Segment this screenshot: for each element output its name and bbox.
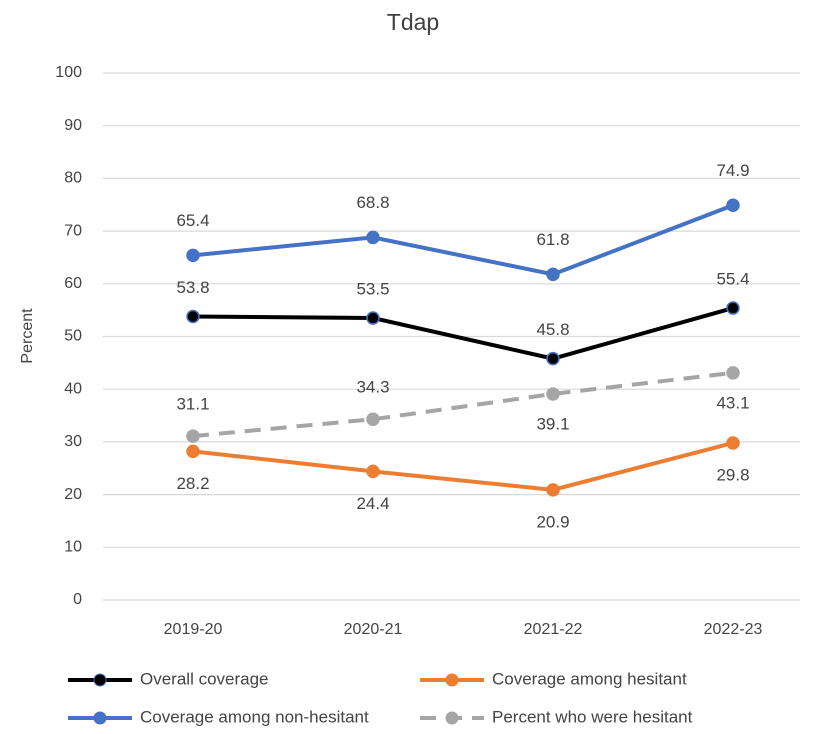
legend-marker (445, 711, 459, 725)
legend-marker (445, 673, 459, 687)
point (366, 230, 380, 245)
data-label: 39.1 (536, 414, 569, 433)
series-line (192, 203, 734, 277)
series-line (192, 370, 734, 439)
point (186, 429, 200, 443)
point (546, 267, 560, 282)
data-label: 34.3 (356, 378, 389, 397)
legend-marker (93, 673, 107, 687)
legend-label: Coverage among non-hesitant (140, 707, 369, 726)
y-tick-label: 10 (64, 539, 82, 556)
x-tick-label: 2022-23 (704, 621, 763, 638)
data-label: 31.1 (176, 395, 209, 414)
legend-label: Percent who were hesitant (492, 707, 693, 726)
point (186, 444, 200, 459)
data-label: 74.9 (716, 161, 749, 180)
y-tick-label: 0 (73, 591, 82, 608)
data-label: 20.9 (536, 512, 569, 531)
point (726, 198, 740, 213)
y-tick-label: 20 (64, 486, 82, 503)
data-label: 28.2 (176, 474, 209, 493)
series-line (192, 441, 734, 492)
y-tick-label: 70 (64, 222, 82, 239)
point (366, 464, 380, 479)
data-label: 68.8 (356, 193, 389, 212)
data-label: 29.8 (716, 465, 749, 484)
point (726, 301, 740, 315)
y-tick-label: 100 (55, 64, 82, 81)
data-label: 24.4 (356, 494, 389, 513)
series-line (192, 306, 734, 361)
y-tick-label: 40 (64, 380, 82, 397)
point (546, 351, 560, 366)
y-tick-label: 30 (64, 433, 82, 450)
data-label: 55.4 (716, 270, 749, 289)
data-label: 53.5 (356, 280, 389, 299)
y-axis-title: Percent (19, 308, 36, 364)
point (546, 387, 560, 401)
point (546, 483, 560, 497)
point (366, 311, 380, 325)
data-label: 61.8 (536, 230, 569, 249)
point (726, 436, 740, 450)
legend-label: Overall coverage (140, 669, 269, 688)
point (366, 412, 380, 426)
data-label: 43.1 (716, 393, 749, 412)
point (186, 248, 200, 263)
y-tick-label: 80 (64, 170, 82, 187)
y-tick-label: 90 (64, 117, 82, 134)
point (186, 309, 200, 324)
x-tick-label: 2020-21 (344, 621, 403, 638)
legend-label: Coverage among hesitant (492, 669, 687, 688)
x-tick-label: 2019-20 (164, 621, 223, 638)
x-tick-label: 2021-22 (524, 621, 583, 638)
data-label: 65.4 (176, 211, 209, 230)
y-tick-label: 50 (64, 328, 82, 345)
y-tick-label: 60 (64, 275, 82, 292)
point (726, 366, 740, 380)
data-label: 53.8 (176, 278, 209, 297)
legend-marker (93, 711, 107, 725)
data-label: 45.8 (536, 320, 569, 339)
chart-title: Tdap (387, 9, 439, 35)
